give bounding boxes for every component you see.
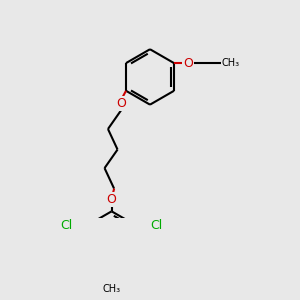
Text: CH₃: CH₃ [222, 58, 240, 68]
Text: CH₃: CH₃ [103, 284, 121, 294]
Text: O: O [116, 97, 126, 110]
Text: Cl: Cl [60, 219, 73, 232]
Text: Cl: Cl [151, 219, 163, 232]
Text: O: O [107, 193, 116, 206]
Text: O: O [183, 57, 193, 70]
